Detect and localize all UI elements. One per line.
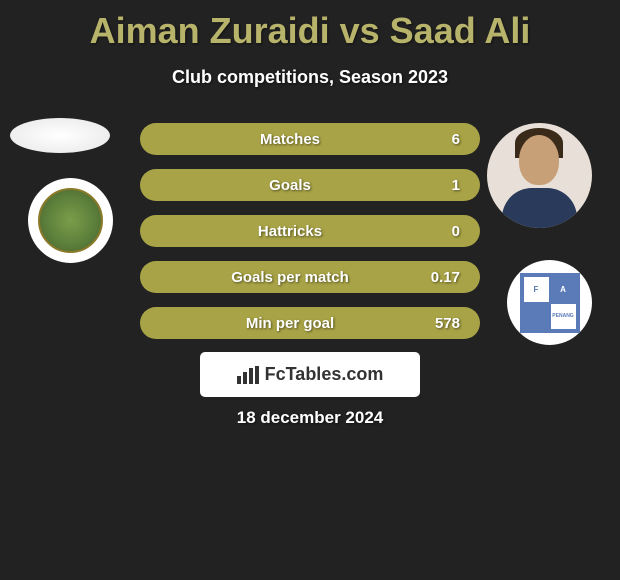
chart-bar [255,366,259,384]
stat-row-goals: Goals 1 [140,169,480,201]
badge-quad-bl [524,304,549,329]
player-left-avatar-placeholder [10,118,110,153]
stat-row-goals-per-match: Goals per match 0.17 [140,261,480,293]
subtitle: Club competitions, Season 2023 [0,67,620,88]
page-title: Aiman Zuraidi vs Saad Ali [0,0,620,52]
chart-icon [237,366,259,384]
stat-label: Matches [160,131,420,148]
brand-banner: FcTables.com [200,352,420,397]
badge-quad-tl: F [524,277,549,302]
club-badge-left [28,178,113,263]
badge-quad-br: PENANG [551,304,576,329]
stat-label: Hattricks [160,223,420,240]
stat-row-min-per-goal: Min per goal 578 [140,307,480,339]
club-badge-left-emblem [38,188,103,253]
club-badge-right: F A PENANG [507,260,592,345]
stat-label: Goals per match [160,269,420,286]
player-right-avatar [487,123,592,228]
stat-value: 1 [420,177,460,194]
chart-bar [249,368,253,384]
stat-row-matches: Matches 6 [140,123,480,155]
stat-row-hattricks: Hattricks 0 [140,215,480,247]
avatar-face [519,135,559,185]
avatar-body [502,188,577,228]
badge-quad-tr: A [551,277,576,302]
stat-value: 0.17 [420,269,460,286]
date-text: 18 december 2024 [0,408,620,428]
chart-bar [243,372,247,384]
chart-bar [237,376,241,384]
stat-value: 6 [420,131,460,148]
club-badge-right-emblem: F A PENANG [520,273,580,333]
stat-value: 578 [420,315,460,332]
stat-label: Min per goal [160,315,420,332]
stats-container: Matches 6 Goals 1 Hattricks 0 Goals per … [140,123,480,353]
brand-text: FcTables.com [265,364,384,385]
stat-value: 0 [420,223,460,240]
stat-label: Goals [160,177,420,194]
